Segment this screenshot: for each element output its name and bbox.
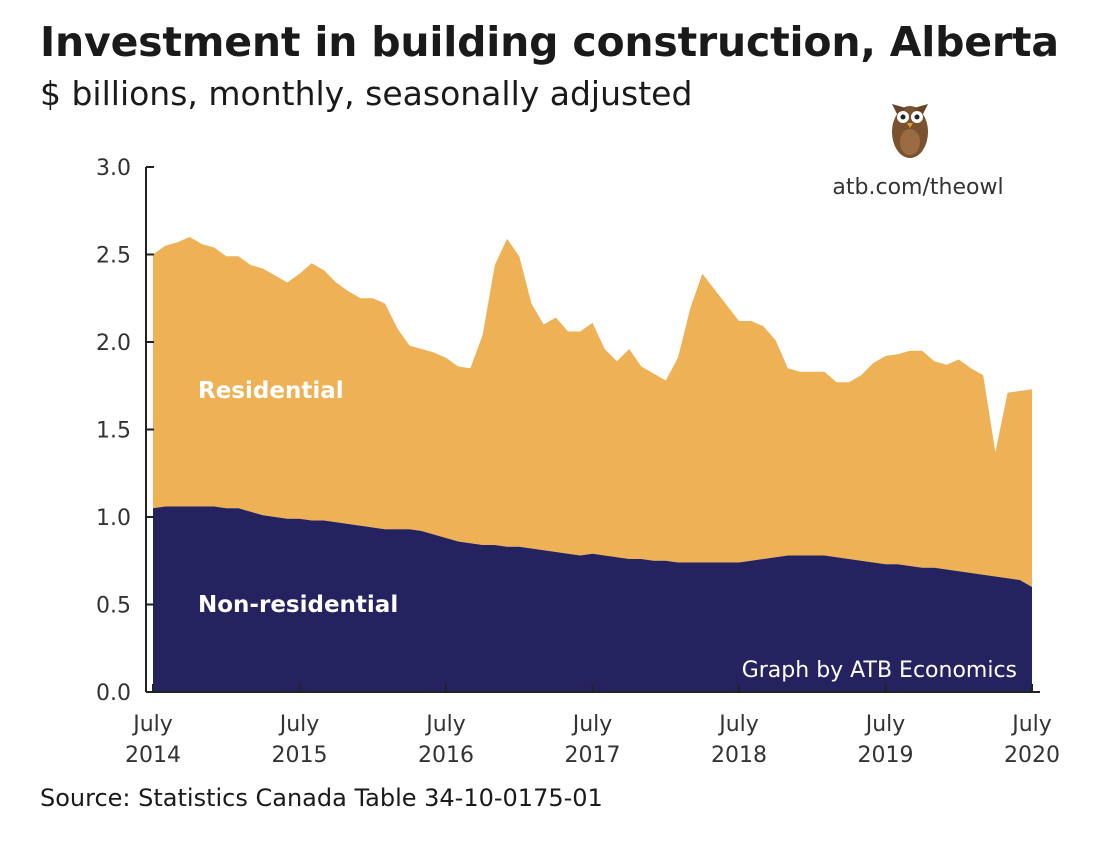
owl-link: atb.com/theowl: [832, 175, 1003, 200]
x-tick-label-year: 2017: [565, 743, 621, 768]
x-tick-label-year: 2014: [125, 743, 181, 768]
y-tick-label: 3.0: [96, 156, 131, 181]
area-non-residential: [153, 506, 1032, 692]
x-tick-label-month: July: [278, 712, 320, 737]
source-note: Source: Statistics Canada Table 34-10-01…: [40, 784, 603, 812]
x-tick-label-month: July: [1010, 712, 1052, 737]
chart-subtitle: $ billions, monthly, seasonally adjusted: [40, 74, 693, 113]
area-residential: [153, 237, 1032, 587]
chart-title: Investment in building construction, Alb…: [40, 18, 1059, 66]
x-tick-label-month: July: [864, 712, 906, 737]
owl-logo-icon: [892, 104, 928, 158]
y-tick-label: 1.0: [96, 506, 131, 531]
y-tick-label: 0.5: [96, 594, 131, 619]
x-tick-label-year: 2018: [711, 743, 767, 768]
y-tick-label: 2.5: [96, 244, 131, 269]
x-tick-label-year: 2019: [858, 743, 914, 768]
y-tick-label: 0.0: [96, 681, 131, 706]
x-tick-label-year: 2020: [1004, 743, 1060, 768]
x-tick-label-month: July: [131, 712, 173, 737]
chart-credit: Graph by ATB Economics: [742, 658, 1017, 683]
x-tick-label-month: July: [571, 712, 613, 737]
x-tick-label-month: July: [424, 712, 466, 737]
area-label-non-residential: Non-residential: [198, 592, 398, 618]
area-label-residential: Residential: [198, 378, 344, 404]
x-tick-label-month: July: [717, 712, 759, 737]
y-tick-label: 1.5: [96, 419, 131, 444]
x-tick-label-year: 2016: [418, 743, 474, 768]
y-tick-label: 2.0: [96, 331, 131, 356]
x-tick-label-year: 2015: [272, 743, 328, 768]
